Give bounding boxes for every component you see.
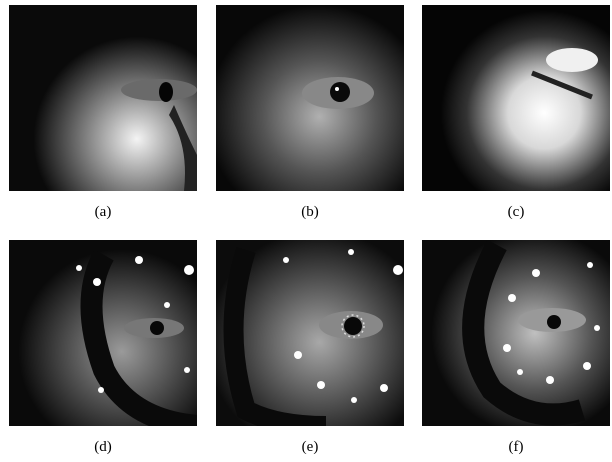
caption: (d) [9, 439, 197, 456]
eye-image [422, 5, 610, 191]
eye-image [422, 240, 610, 426]
eye-image [9, 240, 197, 426]
eye-image [9, 5, 197, 191]
caption: (e) [216, 439, 404, 456]
caption: (a) [9, 204, 197, 221]
panel: (c) [422, 5, 610, 221]
panel: (a) [9, 5, 197, 221]
panel: (d) [9, 240, 197, 456]
panel: (b) [216, 5, 404, 221]
caption: (c) [422, 204, 610, 221]
eye-image [216, 5, 404, 191]
eye-image [216, 240, 404, 426]
panel: (e) [216, 240, 404, 456]
panel: (f) [422, 240, 610, 456]
caption: (f) [422, 439, 610, 456]
caption: (b) [216, 204, 404, 221]
figure: (a) (b) (c) (d) (e) (f) (() => { [0, 0, 612, 462]
